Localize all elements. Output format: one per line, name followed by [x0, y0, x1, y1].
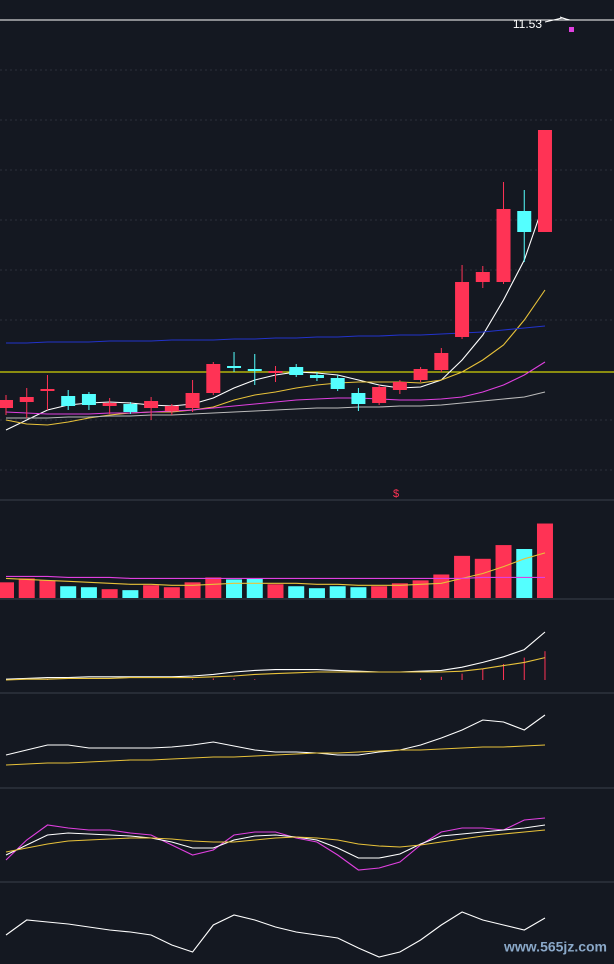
- volume-bar: [246, 578, 263, 598]
- indicator-line: [5, 631, 546, 680]
- candle-body: [0, 400, 13, 408]
- candle-body: [537, 130, 552, 232]
- indicator-line: [6, 575, 545, 579]
- volume-bar: [329, 586, 346, 598]
- indicator-line: [5, 911, 546, 958]
- volume-bar: [80, 587, 97, 598]
- candle-body: [475, 272, 490, 282]
- candle-body: [309, 375, 324, 378]
- candle-body: [123, 404, 138, 412]
- candle-body: [227, 366, 242, 368]
- candle-body: [392, 382, 407, 390]
- candle-body: [517, 211, 532, 232]
- candle-body: [102, 403, 117, 406]
- volume-bar: [350, 587, 367, 598]
- volume-bar: [288, 586, 305, 598]
- candle-body: [351, 393, 366, 404]
- volume-bar: [495, 545, 512, 598]
- volume-bar: [39, 580, 56, 598]
- candle-body: [206, 364, 221, 393]
- candle-body: [496, 209, 511, 282]
- volume-bar: [412, 580, 429, 598]
- candle-body: [247, 369, 262, 371]
- marker-square: [569, 27, 574, 32]
- volume-bar: [433, 574, 450, 598]
- volume-bar: [536, 523, 553, 598]
- volume-bar: [391, 583, 408, 598]
- indicator-line: [5, 744, 546, 766]
- watermark: www.565jz.com: [503, 939, 607, 955]
- volume-bar: [101, 589, 118, 598]
- candle-body: [330, 378, 345, 389]
- volume-bar: [163, 587, 180, 598]
- indicator-line: [5, 361, 546, 415]
- event-marker: $: [393, 488, 399, 500]
- volume-bar: [516, 549, 533, 598]
- high-label: 11.53: [513, 17, 542, 31]
- indicator-line: [5, 829, 546, 853]
- volume-bar: [308, 588, 325, 598]
- candle-body: [144, 401, 159, 408]
- candle-body: [268, 371, 283, 373]
- volume-bar: [205, 577, 222, 598]
- volume-bar: [60, 586, 77, 598]
- volume-bar: [0, 582, 14, 598]
- volume-bar: [122, 590, 139, 598]
- candle-body: [372, 387, 387, 403]
- volume-bar: [474, 558, 491, 598]
- candle-body: [434, 353, 449, 370]
- volume-bar: [267, 584, 284, 598]
- candle-body: [81, 394, 96, 405]
- volume-bar: [184, 582, 201, 598]
- candle-body: [164, 406, 179, 411]
- candle-body: [185, 393, 200, 408]
- indicator-line: [6, 391, 546, 419]
- volume-bar: [454, 555, 471, 598]
- candle-body: [455, 282, 470, 337]
- indicator-line: [5, 657, 546, 681]
- candle-body: [413, 369, 428, 380]
- pointer-arrow: [544, 16, 571, 23]
- candle-body: [19, 397, 34, 402]
- candle-body: [40, 389, 55, 391]
- indicator-line: [5, 552, 546, 586]
- candle-body: [289, 367, 304, 375]
- volume-bar: [371, 586, 388, 598]
- candle-body: [61, 396, 76, 406]
- volume-bar: [143, 585, 160, 598]
- indicator-line: [5, 824, 546, 859]
- indicator-line: [5, 817, 546, 871]
- indicator-line: [5, 714, 546, 756]
- volume-bar: [18, 578, 35, 598]
- volume-bar: [226, 579, 243, 598]
